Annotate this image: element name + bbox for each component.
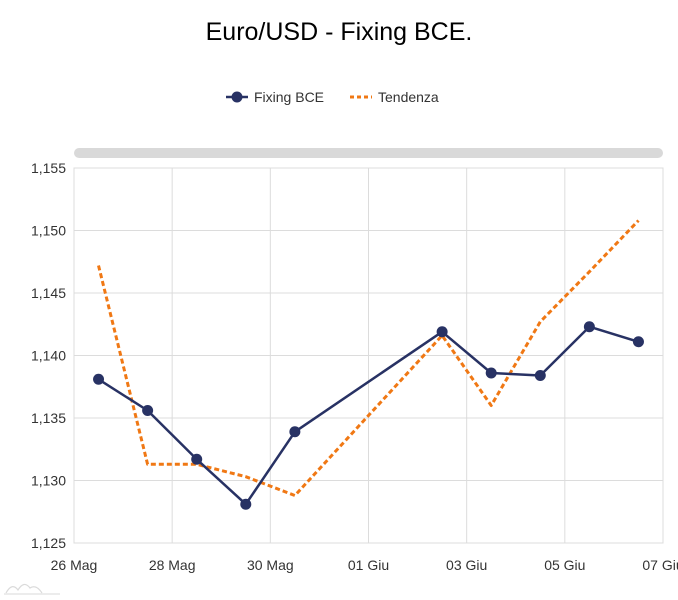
legend-label: Tendenza: [378, 89, 439, 105]
data-point[interactable]: [534, 370, 546, 381]
data-point[interactable]: [93, 373, 105, 385]
y-tick-label: 1,155: [31, 160, 66, 176]
scrollbar-track[interactable]: [74, 148, 663, 158]
y-tick-label: 1,135: [31, 410, 66, 426]
plot-area: [73, 167, 664, 544]
y-tick-label: 1,125: [31, 535, 66, 551]
y-tick-label: 1,130: [31, 473, 66, 489]
data-point[interactable]: [583, 321, 595, 333]
watermark-logo-icon: [4, 583, 60, 595]
data-point[interactable]: [142, 405, 154, 416]
x-tick-label: 05 Giu: [544, 557, 585, 573]
legend-marker: [231, 91, 243, 103]
data-point[interactable]: [191, 453, 203, 465]
x-tick-label: 28 Mag: [149, 557, 196, 573]
x-tick-label: 07 Giu: [642, 557, 678, 573]
y-axis: 1,125 1,130 1,135 1,140 1,145 1,150 1,155: [31, 160, 66, 551]
chart-legend[interactable]: Fixing BCE Tendenza: [226, 89, 439, 105]
x-tick-label: 26 Mag: [51, 557, 98, 573]
data-point[interactable]: [289, 426, 301, 438]
series-tendenza[interactable]: [97, 219, 640, 497]
legend-label: Fixing BCE: [254, 89, 324, 105]
data-point[interactable]: [240, 498, 252, 510]
x-tick-label: 03 Giu: [446, 557, 487, 573]
chart-grid: [73, 167, 664, 544]
data-point[interactable]: [436, 326, 448, 338]
x-axis: 26 Mag 28 Mag 30 Mag 01 Giu 03 Giu 05 Giu 07 G…: [51, 557, 678, 573]
series-layer: [93, 219, 644, 510]
series-fixing-bce[interactable]: [93, 321, 644, 510]
x-tick-label: 01 Giu: [348, 557, 389, 573]
series-line[interactable]: [97, 325, 639, 506]
series-line[interactable]: [97, 219, 640, 497]
x-tick-label: 30 Mag: [247, 557, 294, 573]
y-tick-label: 1,150: [31, 223, 66, 239]
y-tick-label: 1,145: [31, 285, 66, 301]
legend-item-fixing-bce[interactable]: Fixing BCE: [226, 89, 324, 105]
legend-item-tendenza[interactable]: Tendenza: [350, 89, 439, 105]
chart-title: Euro/USD - Fixing BCE.: [206, 18, 473, 46]
data-point[interactable]: [485, 367, 497, 379]
y-tick-label: 1,140: [31, 348, 66, 364]
data-point[interactable]: [632, 336, 644, 348]
